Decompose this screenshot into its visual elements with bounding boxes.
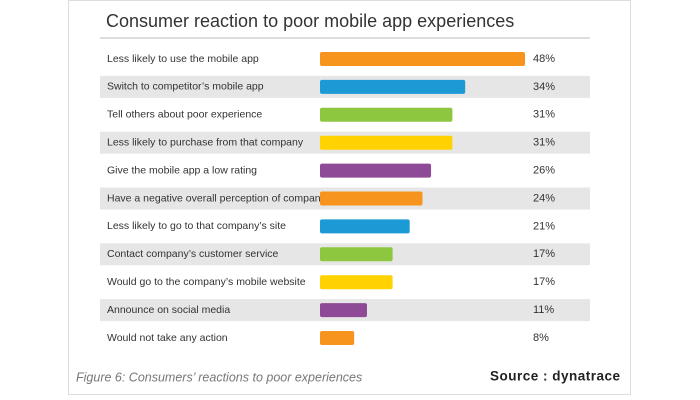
bar <box>320 275 393 290</box>
bar <box>320 163 432 178</box>
value-label: 24% <box>533 192 555 204</box>
source: Source : dynatrace <box>490 369 621 384</box>
bar <box>320 219 410 234</box>
category-label: Less likely to go to that company’s site <box>107 220 286 232</box>
value-label: 8% <box>533 332 549 344</box>
bar <box>320 303 367 318</box>
value-label: 31% <box>533 109 555 121</box>
bar <box>320 247 393 262</box>
value-label: 34% <box>533 81 555 93</box>
category-label: Tell others about poor experience <box>107 109 262 121</box>
category-label: Switch to competitor’s mobile app <box>107 81 264 93</box>
category-label: Contact company’s customer service <box>107 248 279 260</box>
category-label: Less likely to use the mobile app <box>107 53 259 65</box>
value-label: 48% <box>533 53 555 65</box>
bar <box>320 331 355 345</box>
value-label: 17% <box>533 276 555 288</box>
caption: Figure 6: Consumers’ reactions to poor e… <box>76 370 362 384</box>
value-label: 11% <box>533 304 554 316</box>
value-label: 17% <box>533 248 555 260</box>
bar <box>320 191 423 206</box>
bar <box>320 107 453 122</box>
bar <box>320 52 525 66</box>
value-label: 21% <box>533 220 555 232</box>
category-label: Would go to the company’s mobile website <box>107 276 306 288</box>
category-label: Have a negative overall perception of co… <box>107 192 327 204</box>
category-label: Give the mobile app a low rating <box>107 164 257 176</box>
chart-title: Consumer reaction to poor mobile app exp… <box>106 11 514 31</box>
bar <box>320 79 466 94</box>
value-label: 26% <box>533 165 555 177</box>
bar <box>320 135 453 150</box>
category-label: Announce on social media <box>107 304 230 316</box>
category-label: Less likely to purchase from that compan… <box>107 136 304 148</box>
value-label: 31% <box>533 137 555 149</box>
category-label: Would not take any action <box>107 332 228 344</box>
